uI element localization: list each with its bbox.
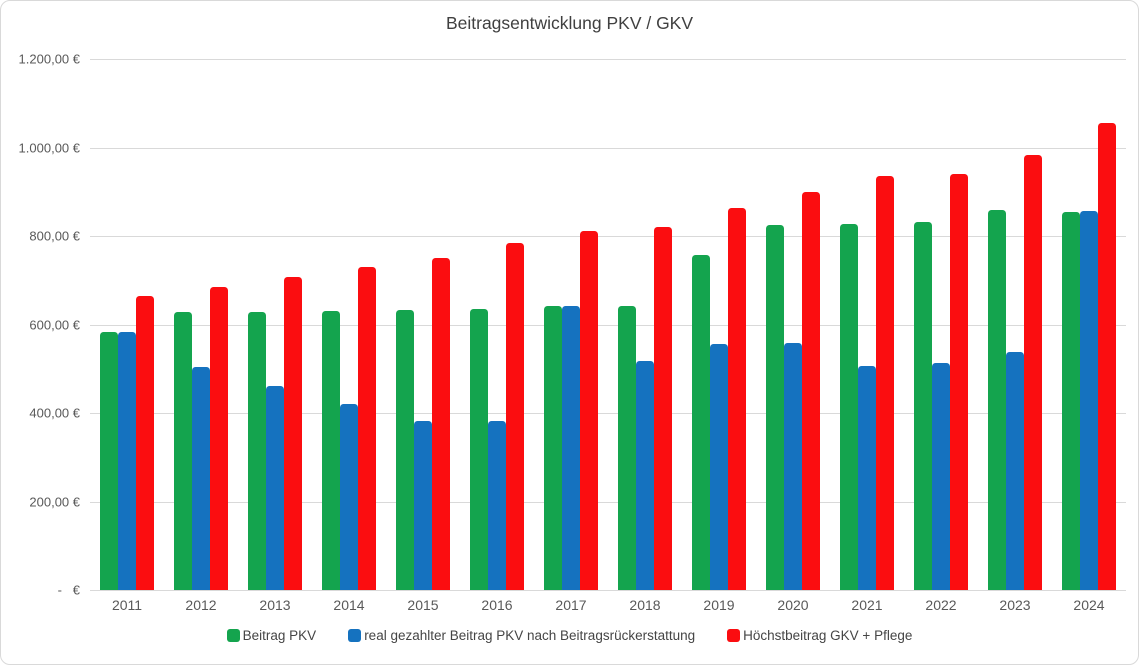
gridline bbox=[90, 413, 1126, 414]
legend-item-series3[interactable]: Höchstbeitrag GKV + Pflege bbox=[727, 628, 912, 643]
legend-swatch-icon bbox=[226, 629, 240, 642]
x-axis-labels: 2011 2012 2013 2014 2015 2016 2017 2018 2019 2020… bbox=[90, 597, 1126, 615]
bar-series2-2024[interactable] bbox=[1080, 210, 1098, 590]
bar-group-2021 bbox=[830, 59, 904, 590]
bar-series1-2021[interactable] bbox=[840, 224, 858, 590]
bar-series2-2015[interactable] bbox=[414, 420, 432, 590]
y-tick-label: 600,00 € bbox=[29, 317, 80, 332]
bar-group-2017 bbox=[534, 59, 608, 590]
bar-series1-2012[interactable] bbox=[174, 312, 192, 590]
legend-swatch-icon bbox=[348, 629, 362, 642]
x-tick-label: 2016 bbox=[481, 597, 513, 613]
bar-group-2012 bbox=[164, 59, 238, 590]
legend: Beitrag PKV real gezahlter Beitrag PKV na… bbox=[0, 628, 1139, 643]
bar-series3-2020[interactable] bbox=[802, 192, 820, 590]
bar-series1-2023[interactable] bbox=[988, 210, 1006, 590]
x-tick-label: 2020 bbox=[777, 597, 809, 613]
bar-series3-2017[interactable] bbox=[580, 230, 598, 590]
gridline bbox=[90, 236, 1126, 237]
gridline bbox=[90, 324, 1126, 326]
bar-group-2018 bbox=[608, 59, 682, 590]
bar-series2-2017[interactable] bbox=[562, 305, 580, 590]
x-tick-label: 2012 bbox=[185, 597, 217, 613]
bar-series3-2021[interactable] bbox=[876, 175, 894, 590]
legend-swatch-icon bbox=[727, 629, 741, 642]
bar-series2-2022[interactable] bbox=[932, 363, 950, 590]
bar-series2-2023[interactable] bbox=[1006, 351, 1024, 590]
bar-group-2011 bbox=[90, 59, 164, 590]
bar-group-2024 bbox=[1052, 59, 1126, 590]
bar-series3-2015[interactable] bbox=[432, 258, 450, 590]
bar-series3-2013[interactable] bbox=[284, 276, 302, 590]
x-tick-label: 2021 bbox=[851, 597, 883, 613]
x-axis-line bbox=[90, 590, 1126, 591]
bar-series1-2015[interactable] bbox=[396, 309, 414, 590]
bar-series1-2013[interactable] bbox=[248, 311, 266, 590]
y-tick-label: - € bbox=[57, 582, 80, 598]
bar-group-2013 bbox=[238, 59, 312, 590]
legend-label: Höchstbeitrag GKV + Pflege bbox=[743, 628, 913, 643]
bar-group-2022 bbox=[904, 59, 978, 590]
bar-group-2020 bbox=[756, 59, 830, 590]
y-tick-label: 1.200,00 € bbox=[18, 51, 80, 67]
bar-series1-2019[interactable] bbox=[692, 255, 710, 590]
y-tick-label: 400,00 € bbox=[29, 405, 80, 421]
plot-area bbox=[90, 59, 1126, 591]
bar-group-2015 bbox=[386, 59, 460, 590]
gridline bbox=[90, 147, 1126, 149]
y-tick-label: 200,00 € bbox=[29, 494, 80, 509]
bar-series3-2024[interactable] bbox=[1098, 122, 1116, 590]
bar-series2-2014[interactable] bbox=[340, 403, 358, 590]
x-tick-label: 2014 bbox=[333, 597, 365, 613]
y-tick-label: 800,00 € bbox=[29, 228, 80, 244]
legend-label: Beitrag PKV bbox=[242, 628, 317, 643]
x-tick-label: 2017 bbox=[555, 597, 587, 613]
x-tick-label: 2015 bbox=[407, 597, 439, 613]
legend-item-series2[interactable]: real gezahlter Beitrag PKV nach Beitrags… bbox=[348, 628, 695, 643]
bar-series3-2019[interactable] bbox=[728, 207, 746, 590]
gridline bbox=[90, 59, 1126, 60]
y-axis-labels: 1.200,00 € 1.000,00 € 800,00 € 600,00 € 400,… bbox=[0, 52, 80, 598]
bar-series1-2020[interactable] bbox=[766, 224, 784, 590]
bar-series1-2016[interactable] bbox=[470, 309, 488, 590]
bar-series3-2023[interactable] bbox=[1024, 154, 1042, 590]
bar-series1-2014[interactable] bbox=[322, 310, 340, 590]
bar-series1-2011[interactable] bbox=[100, 332, 118, 590]
legend-item-series1[interactable]: Beitrag PKV bbox=[226, 628, 317, 643]
bar-group-2014 bbox=[312, 59, 386, 590]
bar-series2-2013[interactable] bbox=[266, 386, 284, 590]
x-tick-label: 2023 bbox=[999, 597, 1031, 613]
bar-series2-2020[interactable] bbox=[784, 342, 802, 590]
bar-series1-2018[interactable] bbox=[618, 305, 636, 590]
bar-series2-2021[interactable] bbox=[858, 365, 876, 590]
x-tick-label: 2022 bbox=[925, 597, 957, 613]
x-tick-label: 2019 bbox=[703, 597, 735, 613]
bar-series3-2016[interactable] bbox=[506, 243, 524, 590]
bar-group-2023 bbox=[978, 59, 1052, 590]
bar-series1-2024[interactable] bbox=[1062, 211, 1080, 590]
bar-group-2019 bbox=[682, 59, 756, 590]
y-tick-label: 1.000,00 € bbox=[18, 140, 80, 155]
bar-series2-2011[interactable] bbox=[118, 332, 136, 590]
bar-group-2016 bbox=[460, 59, 534, 590]
legend-label: real gezahlter Beitrag PKV nach Beitrags… bbox=[364, 628, 696, 643]
x-tick-label: 2011 bbox=[111, 597, 143, 613]
chart-title: Beitragsentwicklung PKV / GKV bbox=[445, 13, 694, 33]
bar-series2-2012[interactable] bbox=[192, 367, 210, 590]
bar-series3-2014[interactable] bbox=[358, 267, 376, 590]
bar-series2-2018[interactable] bbox=[636, 361, 654, 590]
bar-series2-2016[interactable] bbox=[488, 421, 506, 590]
x-tick-label: 2018 bbox=[629, 597, 661, 613]
bar-series3-2022[interactable] bbox=[950, 174, 968, 590]
x-tick-label: 2024 bbox=[1073, 597, 1105, 613]
bar-series2-2019[interactable] bbox=[710, 343, 728, 590]
bar-series1-2022[interactable] bbox=[914, 222, 932, 590]
gridline bbox=[90, 501, 1126, 503]
bar-series1-2017[interactable] bbox=[544, 305, 562, 590]
x-tick-label: 2013 bbox=[259, 597, 291, 613]
bar-series3-2011[interactable] bbox=[136, 295, 154, 590]
bar-series3-2018[interactable] bbox=[654, 227, 672, 590]
bar-series3-2012[interactable] bbox=[210, 287, 228, 590]
